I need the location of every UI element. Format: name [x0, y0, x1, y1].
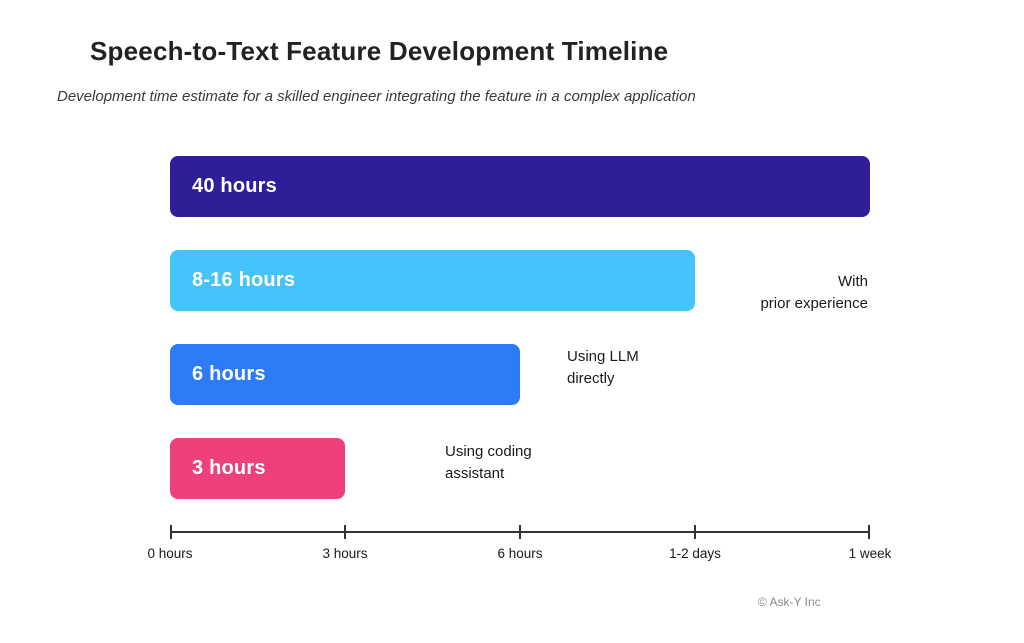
chart-title: Speech-to-Text Feature Development Timel… — [90, 36, 669, 66]
annotation-using-llm-directly: Using LLM directly — [567, 348, 639, 387]
x-axis-tick-6-hours — [519, 525, 521, 539]
bar-40-hours: 40 hours — [170, 156, 870, 217]
bar-label-40-hours: 40 hours — [192, 175, 277, 197]
chart-subtitle: Development time estimate for a skilled … — [57, 88, 696, 105]
annotation-using-coding-assistant: Using coding assistant — [445, 443, 532, 482]
x-axis-label-1-week: 1 week — [848, 546, 892, 561]
x-axis-label-6-hours: 6 hours — [497, 546, 543, 561]
copyright-credit: © Ask-Y Inc — [758, 595, 821, 609]
bar-label-6-hours: 6 hours — [192, 363, 266, 385]
bar-8-16-hours: 8-16 hours — [170, 250, 695, 311]
bar-3-hours: 3 hours — [170, 438, 345, 499]
x-axis-tick-3-hours — [344, 525, 346, 539]
bar-label-8-16-hours: 8-16 hours — [192, 269, 296, 291]
x-axis-label-3-hours: 3 hours — [322, 546, 368, 561]
bar-label-3-hours: 3 hours — [192, 457, 266, 479]
x-axis-label-1-2-days: 1-2 days — [669, 546, 721, 561]
x-axis-tick-1-week — [868, 525, 870, 539]
x-axis — [170, 518, 870, 546]
annotation-with-prior-experience: With prior experience — [760, 273, 868, 312]
bar-6-hours: 6 hours — [170, 344, 520, 405]
x-axis-label-0-hours: 0 hours — [147, 546, 193, 561]
x-axis-tick-1-2-days — [694, 525, 696, 539]
x-axis-tick-0-hours — [170, 525, 172, 539]
